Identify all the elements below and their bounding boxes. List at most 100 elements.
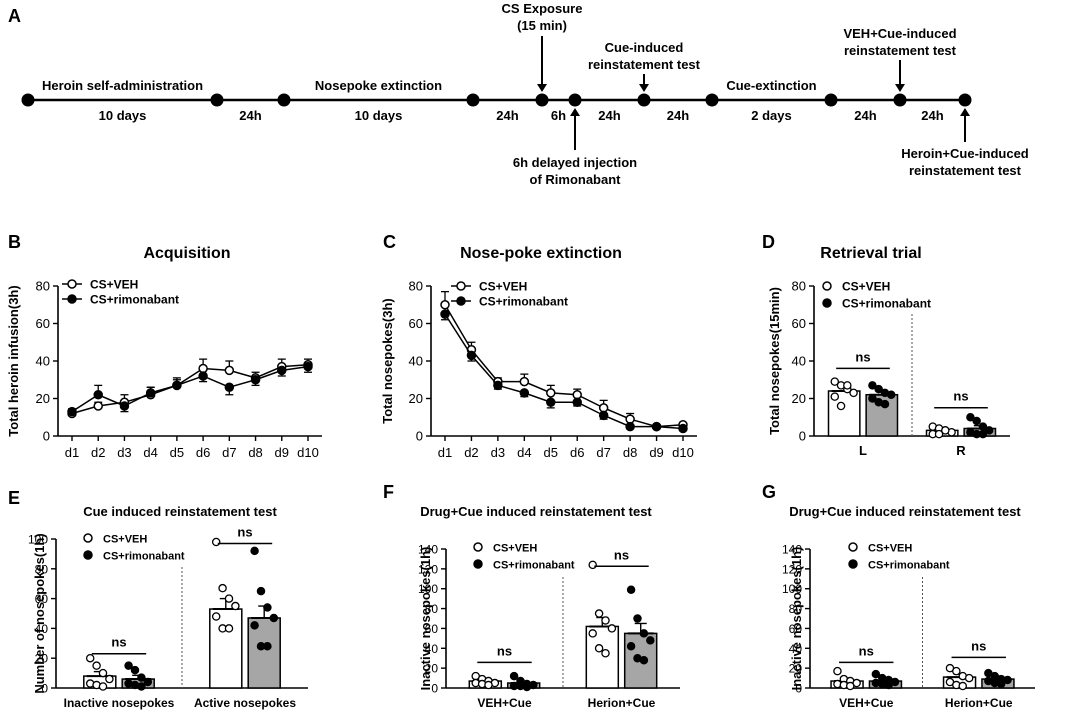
x-tick-label: d1 (65, 445, 79, 460)
data-point (211, 612, 221, 621)
y-tick-label: 80 (425, 602, 439, 616)
data-point (218, 583, 227, 593)
chart-title: Drug+Cue induced reinstatement test (789, 504, 1021, 519)
timeline-node (705, 93, 719, 107)
data-point (224, 365, 235, 376)
x-tick-label: Inactive nosepokes (64, 696, 175, 710)
data-point (98, 668, 108, 678)
y-axis-label: Total nosepokes(15min) (767, 287, 782, 435)
data-point (466, 350, 477, 361)
chart-panel-d: D Retrieval trial 0 20 40 60 80 Total nosepokes… (762, 232, 1010, 458)
timeline-arrowhead (960, 108, 970, 116)
y-tick-label: 20 (789, 662, 803, 676)
timeline-node (958, 93, 972, 107)
annotation-cue-test: Cue-induced (605, 40, 684, 55)
y-axis-label: Inactive nosepokes(1h) (789, 547, 804, 691)
timeline-segment-label: Cue-extinction (726, 78, 816, 93)
y-tick-label: 60 (409, 316, 423, 331)
legend-marker (473, 542, 483, 552)
data-point (519, 376, 530, 387)
data-point (843, 381, 852, 390)
data-point (984, 426, 994, 435)
legend-label: CS+VEH (90, 278, 138, 292)
y-tick-label: 40 (36, 354, 50, 369)
x-tick-label: Active nosepokes (194, 696, 296, 710)
y-axis-label: Inactive nosepokes(1h) (418, 547, 433, 691)
data-point (572, 397, 582, 407)
x-tick-label: d2 (464, 445, 478, 460)
data-point (93, 401, 103, 411)
legend-label: CS+rimonabant (90, 293, 179, 307)
timeline-duration: 24h (598, 108, 620, 123)
y-tick-label: 20 (35, 652, 49, 666)
chart-panels: B Acquisition 0 20 40 60 80 Total heroin infusi… (6, 232, 1035, 710)
y-tick-label: 20 (792, 391, 806, 406)
data-point (639, 655, 649, 665)
timeline-duration: 24h (496, 108, 518, 123)
chart-panel-f: F Drug+Cue induced reinstatement test 0 20 4… (383, 482, 680, 710)
data-point (119, 401, 130, 411)
legend-label: CS+rimonabant (479, 295, 568, 309)
y-tick-label: 0 (431, 682, 438, 696)
timeline-segment-label: Heroin self-administration (42, 78, 203, 93)
data-point (626, 585, 636, 594)
y-tick-label: 60 (425, 622, 439, 636)
y-tick-label: 60 (35, 592, 49, 606)
timeline-node (210, 93, 224, 107)
y-tick-label: 80 (409, 279, 423, 294)
timeline-duration: 24h (667, 108, 689, 123)
chart-panel-g: G Drug+Cue induced reinstatement test 0 20 4… (762, 482, 1035, 710)
y-tick-label: 0 (795, 682, 802, 696)
y-tick-label: 40 (789, 642, 803, 656)
chart-panel-c: C Nose-poke extinction 0 20 40 60 80 Total nose… (380, 232, 697, 460)
data-point (833, 666, 842, 676)
x-tick-label: L (859, 443, 867, 458)
x-tick-label: Herion+Cue (945, 696, 1013, 710)
legend-label: CS+VEH (842, 280, 890, 294)
x-tick-label: d9 (649, 445, 663, 460)
chart-panel-b: B Acquisition 0 20 40 60 80 Total heroin infusi… (6, 232, 322, 460)
data-point (224, 594, 234, 603)
legend-marker (822, 281, 832, 291)
data-point (966, 412, 975, 422)
annotation-heroin-cue-test: reinstatement test (909, 163, 1022, 178)
y-axis-label: Number of nosepokes(1h) (32, 533, 47, 693)
legend-label: CS+rimonabant (103, 551, 185, 563)
timeline-node (277, 93, 291, 107)
x-tick-label: d8 (248, 445, 262, 460)
data-point (874, 384, 883, 394)
significance-label: ns (953, 389, 968, 404)
y-tick-label: 120 (782, 562, 802, 576)
legend-marker (83, 550, 93, 560)
data-point (639, 629, 649, 638)
y-tick-label: 40 (35, 622, 49, 636)
panel-letter: F (383, 482, 394, 502)
data-point (607, 624, 617, 633)
data-point (85, 653, 95, 663)
timeline-duration: 2 days (751, 108, 791, 123)
data-point (172, 380, 182, 391)
timeline-arrowhead (639, 84, 649, 92)
timeline-panel-a: A Heroin self-administration 10 days 24h Nos… (8, 1, 1029, 187)
chart-panel-e: E Cue induced reinstatement test 0 20 40 60 80… (8, 488, 308, 710)
data-point (198, 371, 208, 381)
y-tick-label: 80 (35, 562, 49, 576)
data-point (884, 680, 893, 690)
x-tick-label: Herion+Cue (588, 696, 656, 710)
panel-letter: B (8, 232, 21, 252)
legend-marker (456, 281, 466, 291)
y-tick-label: 100 (782, 582, 802, 596)
data-point (303, 361, 313, 372)
y-tick-label: 80 (792, 279, 806, 294)
significance-label: ns (971, 638, 986, 653)
chart-title: Nose-poke extinction (460, 245, 622, 262)
y-tick-label: 80 (36, 279, 50, 294)
data-point (880, 399, 890, 409)
legend-marker (67, 279, 77, 289)
y-tick-label: 40 (792, 354, 806, 369)
y-tick-label: 140 (418, 543, 438, 557)
data-point (143, 677, 153, 687)
data-point (588, 629, 597, 638)
data-point (601, 616, 610, 625)
